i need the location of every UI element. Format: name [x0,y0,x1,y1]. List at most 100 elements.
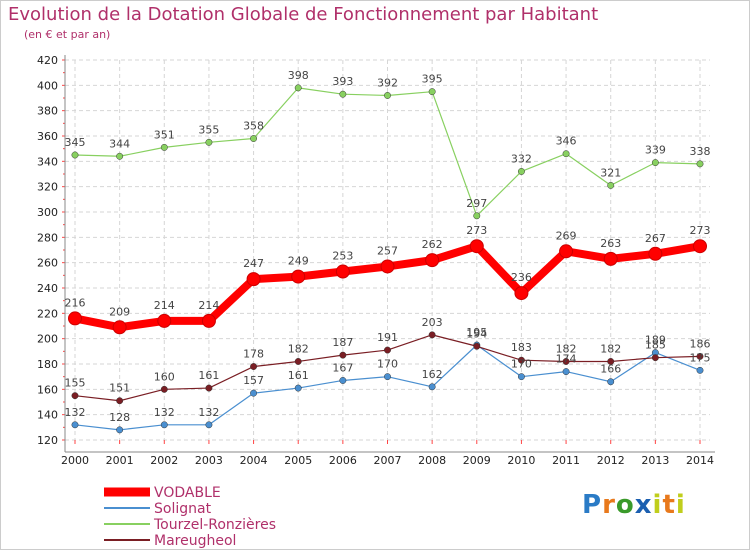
data-label-Mareugheol-2002: 160 [154,370,175,383]
point-Tourzel-Ronzières-2004 [250,135,258,142]
point-Mareugheol-2009 [473,342,481,350]
data-label-Tourzel-Ronzières-2005: 398 [288,69,309,82]
data-label-Mareugheol-2013: 185 [645,339,666,352]
point-Tourzel-Ronzières-2010 [517,168,525,175]
point-Solignat-2002 [160,421,168,429]
logo-letter: o [615,490,635,520]
x-tick-2008: 2008 [418,454,446,467]
point-Solignat-2004 [250,389,258,397]
logo-letter: i [652,490,663,520]
point-Mareugheol-2014 [696,352,704,360]
y-tick-400: 400 [37,79,58,92]
y-tick-120: 120 [37,434,58,447]
logo-letter: i [675,490,686,520]
logo-letter: P [582,490,603,520]
point-Solignat-2001 [116,426,124,434]
data-label-VODABLE-2005: 249 [288,255,309,268]
x-tick-2009: 2009 [463,454,491,467]
data-label-Mareugheol-2001: 151 [109,382,130,395]
x-tick-2006: 2006 [329,454,357,467]
data-label-VODABLE-2009: 273 [466,224,487,237]
x-tick-2011: 2011 [552,454,580,467]
data-label-VODABLE-2004: 247 [243,257,264,270]
logo-letter: r [602,490,616,520]
y-tick-300: 300 [37,206,58,219]
point-VODABLE-2008 [425,253,440,268]
logo-letter: t [662,490,676,520]
x-tick-2012: 2012 [597,454,625,467]
logo-letter: x [634,490,653,520]
point-VODABLE-2002 [157,313,172,328]
point-Solignat-2007 [384,373,391,381]
x-tick-2003: 2003 [195,454,223,467]
point-Tourzel-Ronzières-2013 [651,159,659,167]
point-Mareugheol-2004 [250,363,258,370]
point-Mareugheol-2003 [205,384,213,392]
data-label-Tourzel-Ronzières-2000: 345 [65,136,86,149]
point-VODABLE-2013 [648,246,663,261]
data-label-Solignat-2012: 166 [600,363,621,376]
point-Solignat-2000 [71,421,79,429]
data-label-Solignat-2008: 162 [422,368,443,381]
y-tick-360: 360 [37,130,58,143]
data-label-Solignat-2011: 174 [556,353,577,366]
point-VODABLE-2004 [246,272,261,287]
point-Solignat-2014 [696,366,704,374]
data-label-Solignat-2002: 132 [154,406,175,419]
data-label-Solignat-2007: 170 [377,358,398,371]
x-tick-2002: 2002 [150,454,178,467]
data-label-Tourzel-Ronzières-2010: 332 [511,152,532,165]
point-VODABLE-2003 [201,313,216,328]
data-label-Solignat-2009: 195 [466,326,487,339]
point-VODABLE-2012 [603,251,618,266]
data-label-Mareugheol-2003: 161 [198,369,219,382]
data-label-Mareugheol-2007: 191 [377,331,398,344]
data-label-VODABLE-2003: 214 [198,299,219,312]
y-tick-420: 420 [37,54,58,67]
point-Tourzel-Ronzières-2014 [696,160,704,168]
data-label-Tourzel-Ronzières-2004: 358 [243,120,264,133]
data-label-Mareugheol-2012: 182 [600,342,621,355]
legend-label-Solignat: Solignat [154,501,212,517]
data-label-Solignat-2013: 189 [645,334,666,347]
point-Solignat-2003 [205,421,213,429]
data-label-VODABLE-2014: 273 [690,224,711,237]
data-label-VODABLE-2012: 263 [600,237,621,250]
data-label-Solignat-2010: 170 [511,358,532,371]
proxiti-logo: Proxiti [582,490,686,520]
data-label-Mareugheol-2000: 155 [65,377,86,390]
data-label-VODABLE-2006: 253 [332,250,353,263]
data-label-Tourzel-Ronzières-2008: 395 [422,73,443,86]
point-Solignat-2005 [294,384,302,392]
point-Solignat-2010 [517,373,525,381]
point-Tourzel-Ronzières-2008 [428,88,436,96]
point-Tourzel-Ronzières-2009 [473,212,481,220]
data-label-VODABLE-2002: 214 [154,299,175,312]
data-label-Tourzel-Ronzières-2002: 351 [154,128,175,141]
point-Tourzel-Ronzières-2000 [71,151,79,159]
data-label-VODABLE-2013: 267 [645,232,666,245]
data-label-Tourzel-Ronzières-2009: 297 [466,197,487,210]
x-tick-2005: 2005 [284,454,312,467]
point-VODABLE-2006 [335,264,350,279]
data-label-Mareugheol-2008: 203 [422,316,443,329]
y-tick-280: 280 [37,231,58,244]
legend-label-Tourzel-Ronzières: Tourzel-Ronzières [153,517,276,533]
data-label-Mareugheol-2006: 187 [332,336,353,349]
point-Tourzel-Ronzières-2003 [205,138,213,146]
data-label-Solignat-2006: 167 [332,361,353,374]
point-Tourzel-Ronzières-2006 [339,90,347,98]
data-label-Tourzel-Ronzières-2012: 321 [600,166,621,179]
data-label-Solignat-2003: 132 [198,406,219,419]
point-VODABLE-2005 [291,269,306,284]
point-Tourzel-Ronzières-2001 [116,152,124,160]
point-VODABLE-2000 [68,311,82,326]
data-label-Solignat-2004: 157 [243,374,264,387]
y-tick-380: 380 [37,105,58,118]
data-label-Tourzel-Ronzières-2011: 346 [556,135,577,148]
x-tick-2013: 2013 [641,454,669,467]
data-label-VODABLE-2001: 209 [109,305,130,318]
point-Mareugheol-2011 [562,358,570,365]
data-label-Tourzel-Ronzières-2006: 393 [332,75,353,88]
